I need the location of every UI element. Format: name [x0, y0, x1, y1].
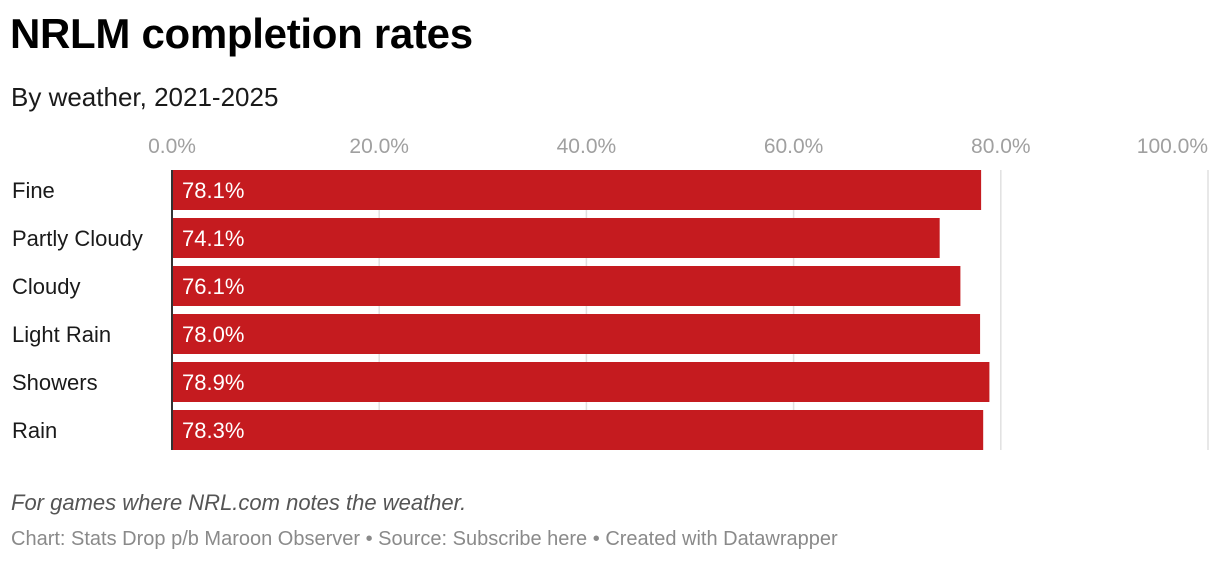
bar-value-label: 78.3%	[182, 418, 244, 443]
category-label: Light Rain	[12, 322, 111, 347]
bar-value-label: 76.1%	[182, 274, 244, 299]
chart-note: For games where NRL.com notes the weathe…	[11, 490, 467, 515]
bar-value-label: 78.0%	[182, 322, 244, 347]
category-label: Partly Cloudy	[12, 226, 143, 251]
footer-chart-credit: Stats Drop p/b Maroon Observer	[71, 528, 361, 550]
bar	[172, 314, 981, 354]
footer-source-prefix: Source:	[378, 528, 453, 550]
x-tick-label: 40.0%	[557, 135, 617, 158]
bar	[172, 362, 990, 402]
chart-footer: Chart: Stats Drop p/b Maroon Observer • …	[11, 528, 838, 551]
bar-value-label: 78.9%	[182, 370, 244, 395]
bars: 78.1% 74.1% 76.1% 78.0% 78.9% 78.3%	[172, 170, 990, 450]
category-label: Fine	[12, 178, 55, 203]
category-labels: Fine Partly Cloudy Cloudy Light Rain Showers…	[12, 178, 143, 443]
x-tick-label: 100.0%	[1137, 135, 1208, 158]
footer-separator-1: •	[360, 528, 379, 550]
category-label: Rain	[12, 418, 57, 443]
x-tick-label: 60.0%	[764, 135, 824, 158]
bar	[172, 218, 940, 258]
footer-chart-prefix: Chart:	[11, 528, 72, 550]
grid-lines	[378, 170, 1209, 450]
bar-value-label: 78.1%	[182, 178, 244, 203]
footer-source-link[interactable]: Subscribe here	[452, 528, 588, 550]
chart-title: NRLM completion rates	[10, 10, 473, 57]
x-tick-label: 80.0%	[971, 135, 1031, 158]
x-axis-tick-labels: 0.0% 20.0% 40.0% 60.0% 80.0% 100.0%	[148, 135, 1208, 158]
bar-chart: 0.0% 20.0% 40.0% 60.0% 80.0% 100.0% 78.1% 74.1…	[12, 135, 1209, 450]
chart-subtitle: By weather, 2021-2025	[11, 82, 279, 112]
bar-value-label: 74.1%	[182, 226, 244, 251]
category-label: Cloudy	[12, 274, 80, 299]
x-tick-label: 0.0%	[148, 135, 196, 158]
footer-created-with-link[interactable]: Created with Datawrapper	[605, 528, 838, 550]
x-tick-label: 20.0%	[349, 135, 409, 158]
footer-separator-2: •	[587, 528, 606, 550]
bar	[172, 410, 984, 450]
bar	[172, 170, 982, 210]
category-label: Showers	[12, 370, 98, 395]
bar	[172, 266, 961, 306]
